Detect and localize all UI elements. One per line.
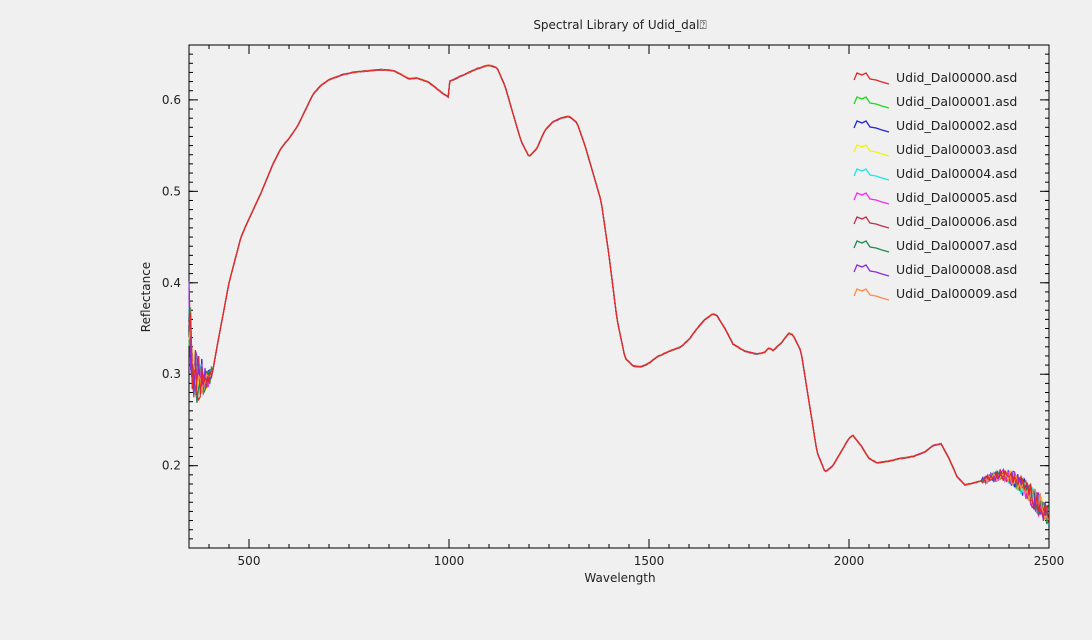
y-tick-label: 0.6 — [162, 93, 181, 107]
x-tick-label: 2000 — [834, 554, 865, 568]
legend-label: Udid_Dal00003.asd — [896, 142, 1017, 157]
series-line — [188, 64, 1049, 519]
legend-label: Udid_Dal00001.asd — [896, 94, 1017, 109]
legend-swatch — [853, 216, 890, 229]
legend-swatch — [853, 96, 890, 109]
y-axis-label: Reflectance — [139, 262, 153, 332]
series-lines — [188, 64, 1049, 525]
legend-item: Udid_Dal00008.asd — [853, 262, 1017, 277]
legend-swatch — [853, 192, 890, 205]
major-ticks — [189, 45, 1050, 548]
legend-label: Udid_Dal00004.asd — [896, 166, 1017, 181]
x-axis-label: Wavelength — [584, 571, 655, 585]
legend-item: Udid_Dal00002.asd — [853, 118, 1017, 133]
y-tick-label: 0.3 — [162, 367, 181, 381]
legend-label: Udid_Dal00000.asd — [896, 70, 1017, 85]
y-tick-label: 0.5 — [162, 184, 181, 198]
legend-swatch — [853, 264, 890, 277]
x-tick-label: 2500 — [1034, 554, 1065, 568]
chart-title: Spectral Library of Udid_dal⍰ — [533, 18, 706, 32]
tick-labels: 500 1000 1500 2000 2500 0.2 0.3 0.4 0.5 0.6 — [162, 93, 1064, 568]
legend-item: Udid_Dal00000.asd — [853, 70, 1017, 85]
legend-label: Udid_Dal00006.asd — [896, 214, 1017, 229]
legend-item: Udid_Dal00004.asd — [853, 166, 1017, 181]
legend-item: Udid_Dal00006.asd — [853, 214, 1017, 229]
x-tick-label: 1000 — [434, 554, 465, 568]
y-tick-label: 0.2 — [162, 459, 181, 473]
legend-swatch — [853, 120, 890, 133]
legend-item: Udid_Dal00003.asd — [853, 142, 1017, 157]
legend-swatch — [853, 168, 890, 181]
legend-item: Udid_Dal00005.asd — [853, 190, 1017, 205]
legend-swatch — [853, 72, 890, 85]
legend-item: Udid_Dal00007.asd — [853, 238, 1017, 253]
legend-label: Udid_Dal00005.asd — [896, 190, 1017, 205]
legend-swatch — [853, 288, 890, 301]
legend-swatch — [853, 240, 890, 253]
legend-label: Udid_Dal00009.asd — [896, 286, 1017, 301]
legend-label: Udid_Dal00007.asd — [896, 238, 1017, 253]
legend-label: Udid_Dal00002.asd — [896, 118, 1017, 133]
legend-label: Udid_Dal00008.asd — [896, 262, 1017, 277]
plot-area: 500 1000 1500 2000 2500 0.2 0.3 0.4 0.5 0.6 — [162, 44, 1064, 568]
y-tick-label: 0.4 — [162, 276, 181, 290]
legend-swatch — [853, 144, 890, 157]
legend-item: Udid_Dal00009.asd — [853, 286, 1017, 301]
legend: Udid_Dal00000.asd Udid_Dal00001.asd Udid_D… — [853, 70, 1017, 301]
x-tick-label: 1500 — [634, 554, 665, 568]
legend-item: Udid_Dal00001.asd — [853, 94, 1017, 109]
x-tick-label: 500 — [238, 554, 261, 568]
